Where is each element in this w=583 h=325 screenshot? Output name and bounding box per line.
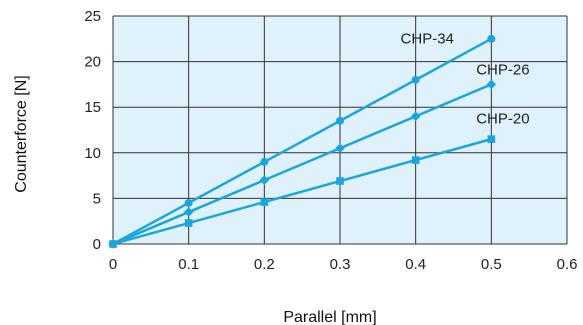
series-label: CHP-26 <box>476 61 529 78</box>
x-tick-label: 0.2 <box>254 256 275 273</box>
series-labels: CHP-34 CHP-26 CHP-20 <box>401 30 530 127</box>
x-tick-label: 0 <box>109 256 117 273</box>
x-tick-label: 0.3 <box>330 256 351 273</box>
series-label: CHP-20 <box>476 111 529 128</box>
x-tick-label: 0.1 <box>178 256 199 273</box>
data-point <box>336 116 344 125</box>
data-point <box>336 177 344 185</box>
series <box>108 34 497 249</box>
y-axis-title: Counterforce [N] <box>13 75 30 192</box>
data-point <box>109 240 117 248</box>
data-point <box>411 75 420 84</box>
data-point <box>410 111 421 122</box>
y-tick-label: 20 <box>84 54 101 71</box>
data-point <box>335 143 345 154</box>
series-line <box>112 83 492 246</box>
y-tick-label: 25 <box>84 8 101 25</box>
series-chp-20 <box>109 135 496 248</box>
series-chp-34 <box>109 34 496 248</box>
x-tick-label: 0.5 <box>481 256 502 273</box>
data-point <box>259 175 270 185</box>
data-point <box>260 198 269 206</box>
y-tick-label: 10 <box>84 145 101 162</box>
x-tick-label: 0.4 <box>405 256 426 273</box>
y-tick-label: 5 <box>93 190 101 207</box>
series-label: CHP-34 <box>401 30 454 47</box>
data-point <box>184 219 193 227</box>
tick-labels: 0 0.1 0.2 0.3 0.4 0.5 0.6 0 5 10 15 20 25 <box>84 8 577 273</box>
data-point <box>183 207 194 217</box>
x-axis-title: Parallel [mm] <box>283 309 376 325</box>
data-point <box>260 157 269 166</box>
y-tick-label: 0 <box>93 236 101 253</box>
data-point <box>487 34 496 43</box>
data-point <box>411 156 420 164</box>
series-line <box>112 37 492 246</box>
series-line <box>112 137 492 246</box>
data-point <box>487 135 496 143</box>
x-tick-label: 0.6 <box>557 256 578 273</box>
data-point <box>486 79 497 90</box>
data-point <box>184 198 193 207</box>
y-tick-label: 15 <box>84 99 101 116</box>
